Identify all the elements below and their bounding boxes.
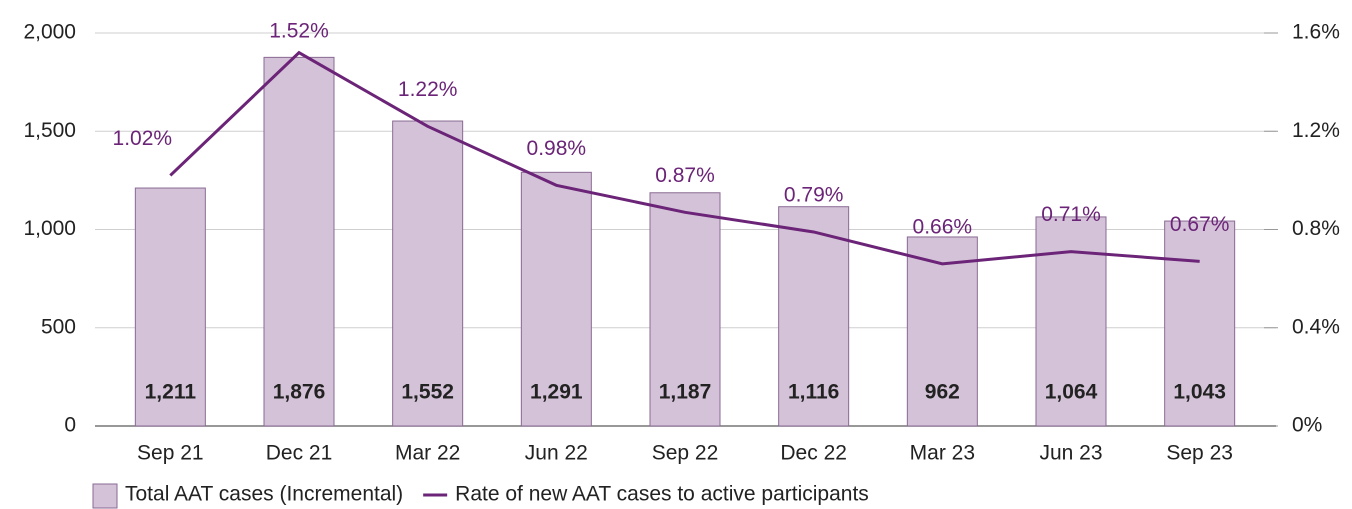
bar-value-label: 1,291 [530, 381, 583, 404]
y2-tick-label: 0.4% [1292, 315, 1340, 338]
x-tick-label: Sep 21 [137, 442, 204, 465]
bar-value-label: 962 [925, 381, 960, 404]
legend-label: Rate of new AAT cases to active particip… [455, 483, 869, 506]
y2-tick-label: 1.6% [1292, 21, 1340, 44]
x-tick-label: Jun 23 [1039, 442, 1102, 465]
line-value-label: 1.22% [398, 78, 458, 101]
y2-tick-label: 0.8% [1292, 217, 1340, 240]
legend-swatch [92, 483, 118, 509]
bar [1164, 220, 1236, 427]
bar-value-label: 1,876 [273, 381, 326, 404]
line-value-label: 1.52% [269, 20, 329, 43]
bar-value-label: 1,187 [659, 381, 712, 404]
line-value-label: 0.67% [1170, 213, 1230, 236]
line-value-label: 0.98% [527, 137, 587, 160]
line-value-label: 0.79% [784, 184, 844, 207]
y-tick-label: 2,000 [23, 21, 76, 44]
y-tick-label: 1,000 [23, 217, 76, 240]
line-value-label: 0.87% [655, 164, 715, 187]
y-tick-label: 500 [41, 315, 76, 338]
y-tick-label: 1,500 [23, 119, 76, 142]
bar-value-label: 1,116 [788, 381, 839, 404]
bar [906, 236, 978, 427]
y-tick-label: 0 [64, 414, 76, 437]
x-tick-label: Sep 23 [1166, 442, 1233, 465]
bar [778, 206, 850, 427]
line [169, 50, 1200, 266]
x-tick-label: Dec 22 [780, 442, 847, 465]
x-tick-label: Dec 21 [266, 442, 333, 465]
bar [134, 187, 206, 427]
bar-value-label: 1,211 [145, 381, 197, 404]
line-value-label: 0.66% [913, 215, 973, 238]
legend-label: Total AAT cases (Incremental) [125, 483, 403, 506]
bar [392, 120, 464, 427]
bar [649, 192, 721, 427]
bar [263, 56, 335, 427]
x-tick-label: Mar 22 [395, 442, 460, 465]
x-tick-label: Jun 22 [525, 442, 588, 465]
x-tick-label: Sep 22 [652, 442, 719, 465]
y2-tick-label: 1.2% [1292, 119, 1340, 142]
bar-value-label: 1,043 [1173, 381, 1226, 404]
bar [520, 171, 592, 427]
x-tick-label: Mar 23 [910, 442, 975, 465]
y2-tick-label: 0% [1292, 414, 1322, 437]
line-value-label: 0.71% [1041, 203, 1101, 226]
bar-value-label: 1,064 [1045, 381, 1098, 404]
line-value-label: 1.02% [113, 127, 173, 150]
bar-value-label: 1,552 [401, 381, 454, 404]
